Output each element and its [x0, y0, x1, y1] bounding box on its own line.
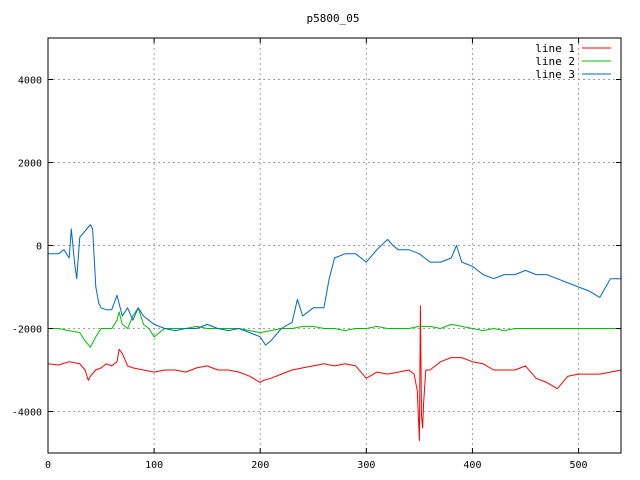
y-tick-label: 0 [36, 242, 42, 253]
series-line-1 [47, 305, 622, 442]
x-tick-label: 400 [463, 460, 481, 471]
series-group [47, 224, 622, 442]
x-tick-label: 500 [570, 460, 588, 471]
legend-label-2: line 2 [535, 55, 575, 68]
series-line-3 [48, 224, 621, 346]
chart-title: p5800_05 [307, 12, 360, 25]
x-tick-label: 100 [145, 460, 163, 471]
series-line-2 [48, 307, 621, 348]
x-tick-label: 200 [251, 460, 269, 471]
y-tick-label: 4000 [18, 76, 42, 87]
legend-label-1: line 1 [535, 42, 575, 55]
y-tick-label: -4000 [12, 408, 42, 419]
grid [48, 38, 621, 453]
legend-label-3: line 3 [535, 68, 575, 81]
x-tick-label: 300 [357, 460, 375, 471]
axis-ticks: 0 100 200 300 400 500 -4000 -2000 0 2000 4000 [12, 38, 621, 471]
y-tick-label: 2000 [18, 159, 42, 170]
y-tick-label: -2000 [12, 325, 42, 336]
x-tick-label: 0 [45, 460, 51, 471]
